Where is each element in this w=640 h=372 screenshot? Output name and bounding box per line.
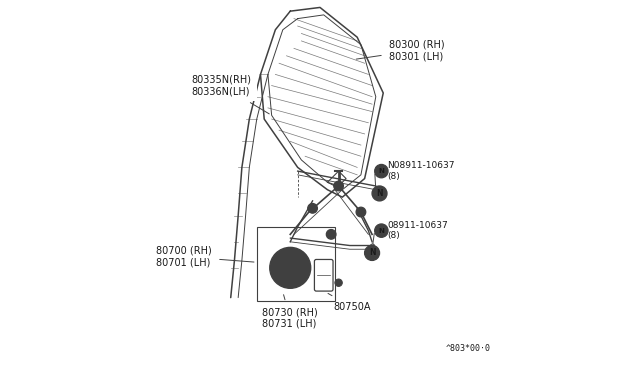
Text: N: N	[376, 189, 383, 198]
Text: 80335N(RH)
80336N(LH): 80335N(RH) 80336N(LH)	[191, 75, 269, 114]
Circle shape	[326, 230, 336, 239]
Text: 08911-10637
(8): 08911-10637 (8)	[387, 221, 448, 240]
Text: N: N	[378, 228, 384, 234]
Circle shape	[287, 264, 294, 272]
Text: 80730 (RH)
80731 (LH): 80730 (RH) 80731 (LH)	[262, 295, 318, 329]
Text: N: N	[378, 168, 384, 174]
Circle shape	[270, 247, 310, 288]
Circle shape	[335, 279, 342, 286]
Circle shape	[308, 203, 317, 213]
Text: ^803*00·0: ^803*00·0	[446, 344, 491, 353]
Text: 80750A: 80750A	[328, 294, 371, 312]
Circle shape	[334, 181, 344, 191]
Bar	[257, 227, 335, 301]
Circle shape	[374, 164, 388, 178]
Text: 80700 (RH)
80701 (LH): 80700 (RH) 80701 (LH)	[156, 246, 254, 267]
FancyBboxPatch shape	[314, 260, 333, 291]
Circle shape	[372, 186, 387, 201]
Text: N: N	[369, 248, 375, 257]
Text: N08911-10637
(8): N08911-10637 (8)	[387, 161, 454, 181]
Circle shape	[374, 224, 388, 237]
Circle shape	[365, 246, 380, 260]
Text: 80300 (RH)
80301 (LH): 80300 (RH) 80301 (LH)	[356, 39, 444, 61]
Circle shape	[356, 207, 365, 217]
